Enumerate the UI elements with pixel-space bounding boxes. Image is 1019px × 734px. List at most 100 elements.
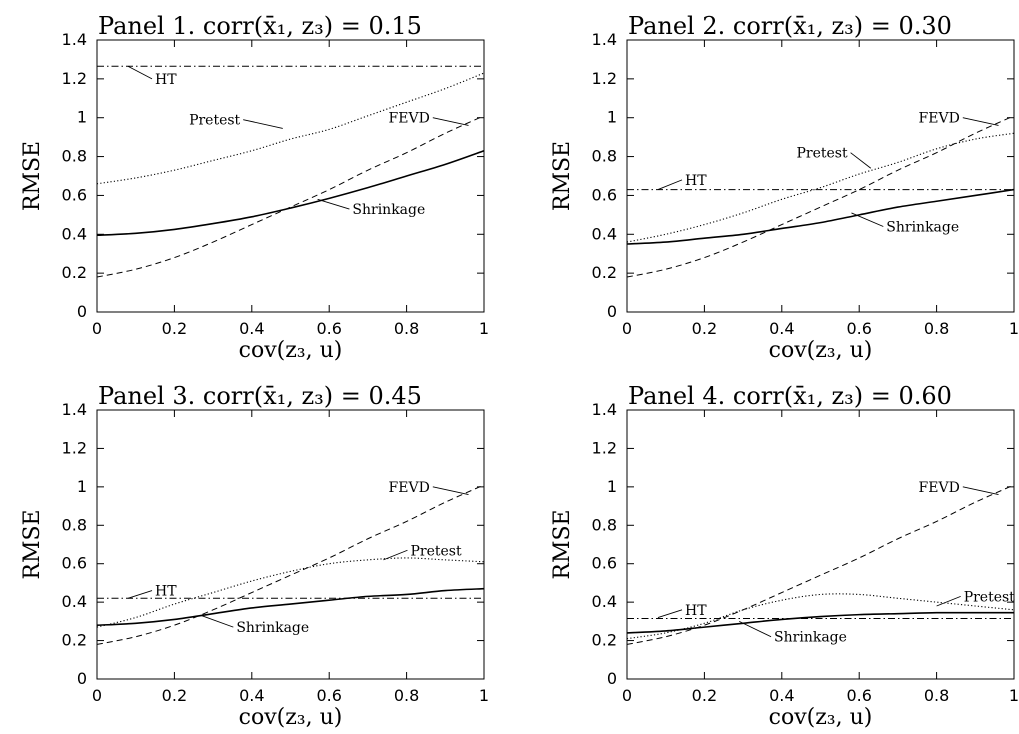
- plot-frame: [626, 39, 1015, 313]
- y-tick-label: 0.2: [592, 263, 617, 282]
- series-line-shrinkage: [627, 611, 1014, 634]
- y-tick-label: 0: [607, 669, 617, 688]
- x-tick-label: 0: [622, 686, 632, 705]
- x-tick-label: 0.8: [924, 319, 949, 338]
- y-axis-label: RMSE: [20, 509, 45, 579]
- leader-line-ht: [657, 179, 683, 191]
- series-label-ht: HT: [685, 603, 707, 619]
- series-label-shrinkage: Shrinkage: [352, 202, 425, 218]
- y-tick-label: 1.2: [62, 69, 87, 88]
- plot-frame: [96, 409, 485, 680]
- y-tick-label: 1.4: [62, 30, 87, 49]
- panel-title: Panel 1. corr(x̄₁, z₃) = 0.15: [98, 12, 422, 40]
- y-tick-label: 0.4: [62, 224, 87, 243]
- series-label-pretest: Pretest: [796, 146, 847, 162]
- y-tick-label: 1: [607, 108, 617, 127]
- leader-line-ht: [657, 609, 683, 618]
- y-tick-label: 0.8: [592, 515, 617, 534]
- leader-line-shrinkage: [851, 212, 884, 227]
- panel-title: Panel 2. corr(x̄₁, z₃) = 0.30: [628, 12, 952, 40]
- x-tick-label: 0.6: [316, 319, 341, 338]
- x-tick-label: 0.2: [162, 319, 187, 338]
- y-tick-label: 1.4: [62, 400, 87, 419]
- x-tick-label: 0.8: [924, 686, 949, 705]
- y-tick-label: 1.2: [592, 438, 617, 457]
- leader-line-fevd: [962, 117, 999, 126]
- y-tick-label: 0.6: [62, 185, 87, 204]
- x-axis-label: cov(z₃, u): [239, 705, 343, 730]
- series-line-pretest: [97, 72, 484, 185]
- series-label-pretest: Pretest: [410, 543, 461, 559]
- series-label-fevd: FEVD: [389, 480, 430, 496]
- x-tick-label: 0: [92, 319, 102, 338]
- series-label-fevd: FEVD: [389, 111, 430, 127]
- x-tick-label: 0: [622, 319, 632, 338]
- x-axis-label: cov(z₃, u): [769, 338, 873, 363]
- x-tick-label: 0.8: [394, 319, 419, 338]
- x-tick-label: 0.4: [239, 319, 264, 338]
- leader-line-ht: [127, 65, 153, 80]
- chart-panel-4: Panel 4. corr(x̄₁, z₃) = 0.60 0 0.2 0.4 0.6 0…: [550, 382, 1019, 730]
- leader-line-shrinkage: [739, 620, 772, 638]
- panel-title: Panel 3. corr(x̄₁, z₃) = 0.45: [98, 382, 422, 410]
- plot-frame: [96, 39, 485, 313]
- y-tick-label: 0.2: [62, 263, 87, 282]
- x-tick-label: 0.2: [162, 686, 187, 705]
- x-tick-label: 0.4: [769, 319, 794, 338]
- series-label-ht: HT: [155, 584, 177, 600]
- leader-line-shrinkage: [201, 615, 234, 628]
- series-line-shrinkage: [97, 149, 484, 237]
- y-tick-label: 1.4: [592, 30, 617, 49]
- series-line-fevd: [97, 115, 484, 278]
- series-label-fevd: FEVD: [919, 480, 960, 496]
- y-tick-label: 0: [607, 302, 617, 321]
- x-tick-label: 0.4: [239, 686, 264, 705]
- series-label-ht: HT: [685, 173, 707, 189]
- x-tick-label: 0.2: [692, 686, 717, 705]
- series-line-fevd: [627, 484, 1014, 645]
- y-tick-label: 0.4: [592, 224, 617, 243]
- series-line-pretest: [97, 557, 484, 628]
- y-tick-label: 1.2: [62, 438, 87, 457]
- leader-line-shrinkage: [317, 198, 350, 210]
- y-tick-label: 0.4: [62, 592, 87, 611]
- x-tick-label: 0.2: [692, 319, 717, 338]
- x-tick-label: 1: [479, 686, 489, 705]
- series-label-shrinkage: Shrinkage: [236, 620, 309, 636]
- x-tick-label: 0.6: [316, 686, 341, 705]
- series-line-shrinkage: [97, 587, 484, 626]
- y-tick-label: 0: [77, 302, 87, 321]
- x-tick-label: 0.6: [846, 319, 871, 338]
- chart-panel-3: Panel 3. corr(x̄₁, z₃) = 0.45 0 0.2 0.4 0.6 0…: [20, 382, 489, 730]
- y-tick-label: 1.4: [592, 400, 617, 419]
- y-tick-label: 0.6: [62, 554, 87, 573]
- leader-line-pretest: [383, 549, 408, 561]
- y-tick-label: 1: [607, 477, 617, 496]
- plot-frame: [626, 409, 1015, 680]
- series-label-fevd: FEVD: [919, 111, 960, 127]
- y-tick-label: 1: [77, 108, 87, 127]
- leader-line-fevd: [962, 486, 999, 495]
- y-tick-label: 0: [77, 669, 87, 688]
- y-axis-label: RMSE: [550, 141, 575, 211]
- leader-line-pretest: [243, 119, 283, 129]
- y-tick-label: 0.6: [592, 185, 617, 204]
- x-tick-label: 0.4: [769, 686, 794, 705]
- x-tick-label: 1: [1009, 319, 1019, 338]
- series-line-pretest: [627, 132, 1014, 243]
- panel-title: Panel 4. corr(x̄₁, z₃) = 0.60: [628, 382, 952, 410]
- leader-line-pretest: [850, 152, 872, 169]
- x-tick-label: 0.8: [394, 686, 419, 705]
- series-line-pretest: [627, 593, 1014, 640]
- y-axis-label: RMSE: [550, 509, 575, 579]
- series-label-pretest: Pretest: [964, 589, 1015, 605]
- y-tick-label: 0.8: [62, 515, 87, 534]
- leader-line-fevd: [432, 486, 469, 495]
- x-axis-label: cov(z₃, u): [769, 705, 873, 730]
- y-tick-label: 1: [77, 477, 87, 496]
- series-line-fevd: [627, 115, 1014, 278]
- y-axis-label: RMSE: [20, 141, 45, 211]
- y-tick-label: 0.8: [62, 147, 87, 166]
- y-tick-label: 0.6: [592, 554, 617, 573]
- series-line-shrinkage: [627, 188, 1014, 245]
